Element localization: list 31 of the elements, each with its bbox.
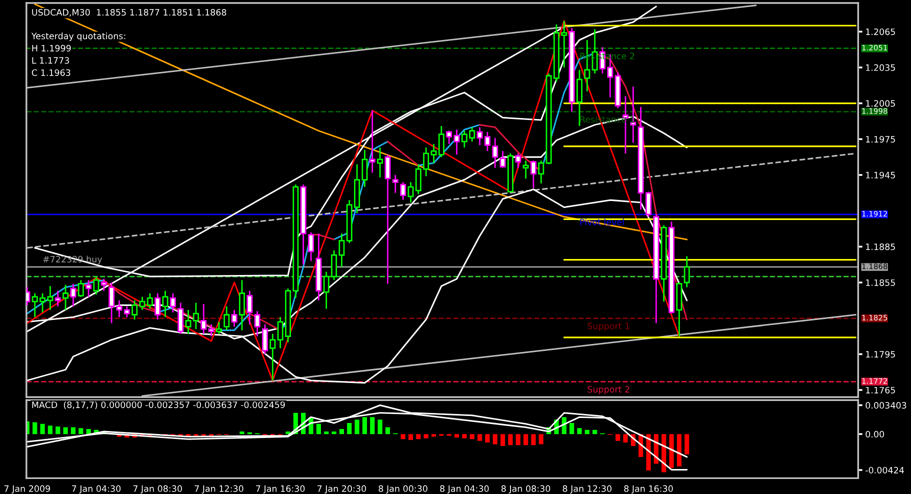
annotation: C 1.1963 [32,69,70,76]
y-tick-label: 1.1855 [866,279,895,286]
y-tick-label: 1.1765 [866,386,895,394]
y-tick-label: 1.2035 [866,64,895,71]
annotation: Yesterday quotations: [31,32,126,41]
x-tick-label: 8 Jan 12:30 [562,485,612,494]
annotation: Support 2 [588,386,630,394]
x-tick-label: 8 Jan 08:30 [501,485,550,494]
chart-title: MACD (8,17,7) 0.000000 -0.002357 -0.003637 -0.002459 [32,401,285,410]
y-tick-label: 1.1945 [866,172,895,178]
y-tick-label: -0.00424 [866,466,904,474]
annotation: Support 1 [588,322,630,331]
x-tick-label: 7 Jan 04:30 [72,485,121,494]
y-tick-label: 1.2065 [866,28,895,36]
annotation: H 1.1999 [32,44,71,52]
y-tick-label: 1.1975 [866,136,895,143]
y-tick-label: 1.2005 [866,100,895,107]
text: USDCAD,M30 1.1855 1.1877 1.1851 1.1868 [32,9,226,17]
y-tick-label: 0.00 [866,430,884,438]
x-tick-label: 8 Jan 16:30 [624,485,673,494]
x-tick-label: 7 Jan 2009 [4,485,50,494]
x-tick-label: 8 Jan 04:30 [440,485,489,494]
x-tick-label: 7 Jan 20:30 [317,485,366,494]
x-tick-label: 8 Jan 00:30 [378,485,428,494]
annotation: L 1.1773 [32,57,69,64]
y-tick-label: 1.1795 [866,351,895,358]
x-tick-label: 7 Jan 08:30 [133,485,182,494]
x-tick-label: 7 Jan 12:30 [194,485,244,494]
y-tick-label: 1.1885 [866,243,895,250]
y-tick-label: 0.003403 [866,402,906,409]
x-tick-label: 7 Jan 16:30 [256,485,305,494]
